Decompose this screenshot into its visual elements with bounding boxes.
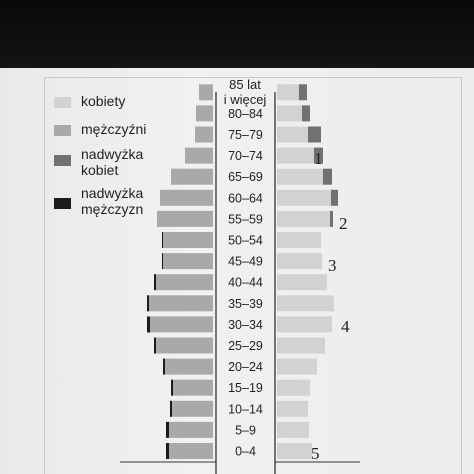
female-bar-55-59 — [277, 210, 330, 227]
paper-page — [0, 68, 474, 474]
male-surplus-bar-45-49 — [162, 253, 163, 270]
female-bars — [277, 84, 338, 459]
age-label-75-79: 75–79 — [228, 128, 263, 142]
female-bar-85-lat-i-wi-cej — [277, 84, 299, 101]
legend-swatch-kobiety — [54, 97, 71, 108]
legend-label-nadwyzka-kobiet: nadwyżka kobiet — [81, 146, 144, 178]
age-label-15-19: 15–19 — [228, 381, 263, 395]
age-label-65-69: 65–69 — [228, 170, 263, 184]
male-bar-25-29 — [156, 337, 213, 354]
female-bar-80-84 — [277, 105, 302, 122]
female-bar-30-34 — [277, 316, 332, 333]
annotation-4: 4 — [341, 317, 350, 336]
male-bar-0-4 — [169, 443, 213, 459]
male-bar-70-74 — [185, 147, 213, 164]
legend-item-mezczyzni: mężczyźni — [54, 121, 146, 137]
annotation-1: 1 — [314, 149, 323, 168]
male-bars — [147, 84, 213, 459]
age-label-30-34: 30–34 — [228, 318, 263, 332]
age-label-25-29: 25–29 — [228, 339, 263, 353]
annotation-5: 5 — [311, 444, 320, 463]
female-bar-20-24 — [277, 358, 317, 375]
male-bar-55-59 — [157, 210, 213, 227]
male-bar-40-44 — [156, 274, 213, 291]
male-surplus-bar-25-29 — [154, 337, 156, 354]
legend-swatch-nadwyzka-mezczyzn — [54, 198, 71, 209]
male-bar-35-39 — [149, 295, 213, 312]
age-axis-title-line2: i więcej — [223, 92, 267, 107]
female-bar-35-39 — [277, 295, 334, 312]
male-bar-15-19 — [173, 379, 213, 396]
female-surplus-bar-55-59 — [330, 210, 333, 227]
age-label-20-24: 20–24 — [228, 360, 263, 374]
legend-item-nadwyzka-mezczyzn: nadwyżka mężczyzn — [54, 185, 143, 217]
male-bar-60-64 — [160, 189, 213, 206]
female-bar-0-4 — [277, 443, 312, 459]
age-label-40-44: 40–44 — [228, 276, 263, 290]
female-bar-10-14 — [277, 400, 308, 417]
male-surplus-bar-20-24 — [163, 358, 165, 375]
female-surplus-bar-75-79 — [308, 126, 321, 143]
female-surplus-bar-85-lat-i-wi-cej — [299, 84, 307, 101]
age-axis-title-line1: 85 lat — [229, 77, 261, 92]
age-label-55-59: 55–59 — [228, 212, 263, 226]
male-surplus-bar-10-14 — [170, 400, 172, 417]
age-label-10-14: 10–14 — [228, 402, 263, 416]
age-axis-title: 85 lat i więcej — [218, 77, 272, 107]
annotation-2: 2 — [339, 214, 348, 233]
male-bar-30-34 — [150, 316, 213, 333]
annotation-3: 3 — [328, 256, 337, 275]
age-label-35-39: 35–39 — [228, 297, 263, 311]
female-surplus-bar-80-84 — [302, 105, 310, 122]
legend-item-nadwyzka-kobiet: nadwyżka kobiet — [54, 146, 143, 178]
female-bar-45-49 — [277, 253, 322, 270]
female-surplus-bar-70-74 — [314, 147, 323, 164]
male-bar-85-lat-i-wi-cej — [199, 84, 213, 101]
male-surplus-bar-5-9 — [166, 421, 169, 438]
age-label-70-74: 70–74 — [228, 149, 263, 163]
age-label-45-49: 45–49 — [228, 255, 263, 269]
legend-swatch-nadwyzka-kobiet — [54, 155, 71, 166]
legend-swatch-mezczyzni — [54, 125, 71, 136]
female-bar-60-64 — [277, 189, 331, 206]
male-bar-45-49 — [163, 253, 213, 270]
female-bar-40-44 — [277, 274, 327, 291]
age-label-80-84: 80–84 — [228, 107, 263, 121]
male-bar-80-84 — [196, 105, 213, 122]
male-bar-5-9 — [169, 421, 213, 438]
female-surplus-bar-65-69 — [323, 168, 332, 185]
female-bar-75-79 — [277, 126, 308, 143]
age-label-0-4: 0–4 — [235, 445, 256, 459]
legend-label-mezczyzni: mężczyźni — [81, 121, 147, 137]
age-labels: 0–4 5–9 10–14 15–19 20–24 25–29 30–34 35–39 40–4… — [228, 107, 263, 459]
male-bar-10-14 — [172, 400, 213, 417]
female-bar-5-9 — [277, 421, 309, 438]
legend-item-kobiety: kobiety — [54, 93, 125, 109]
female-bar-15-19 — [277, 379, 310, 396]
male-surplus-bar-35-39 — [147, 295, 149, 312]
female-surplus-bar-60-64 — [331, 189, 338, 206]
male-bar-65-69 — [171, 168, 213, 185]
male-bar-20-24 — [165, 358, 213, 375]
female-bar-70-74 — [277, 147, 314, 164]
male-surplus-bar-15-19 — [171, 379, 173, 396]
male-surplus-bar-40-44 — [154, 274, 156, 291]
male-surplus-bar-0-4 — [166, 443, 169, 459]
chart-frame — [44, 77, 462, 474]
female-bar-50-54 — [277, 232, 321, 248]
legend-label-nadwyzka-mezczyzn: nadwyżka mężczyzn — [81, 185, 144, 217]
age-label-50-54: 50–54 — [228, 234, 263, 248]
male-surplus-bar-30-34 — [147, 316, 150, 333]
male-bar-50-54 — [163, 232, 213, 248]
male-surplus-bar-50-54 — [162, 232, 163, 248]
male-bar-75-79 — [195, 126, 213, 143]
age-label-60-64: 60–64 — [228, 191, 263, 205]
age-label-5-9: 5–9 — [235, 423, 256, 437]
legend-label-kobiety: kobiety — [81, 93, 126, 109]
female-bar-25-29 — [277, 337, 325, 354]
female-bar-65-69 — [277, 168, 323, 185]
